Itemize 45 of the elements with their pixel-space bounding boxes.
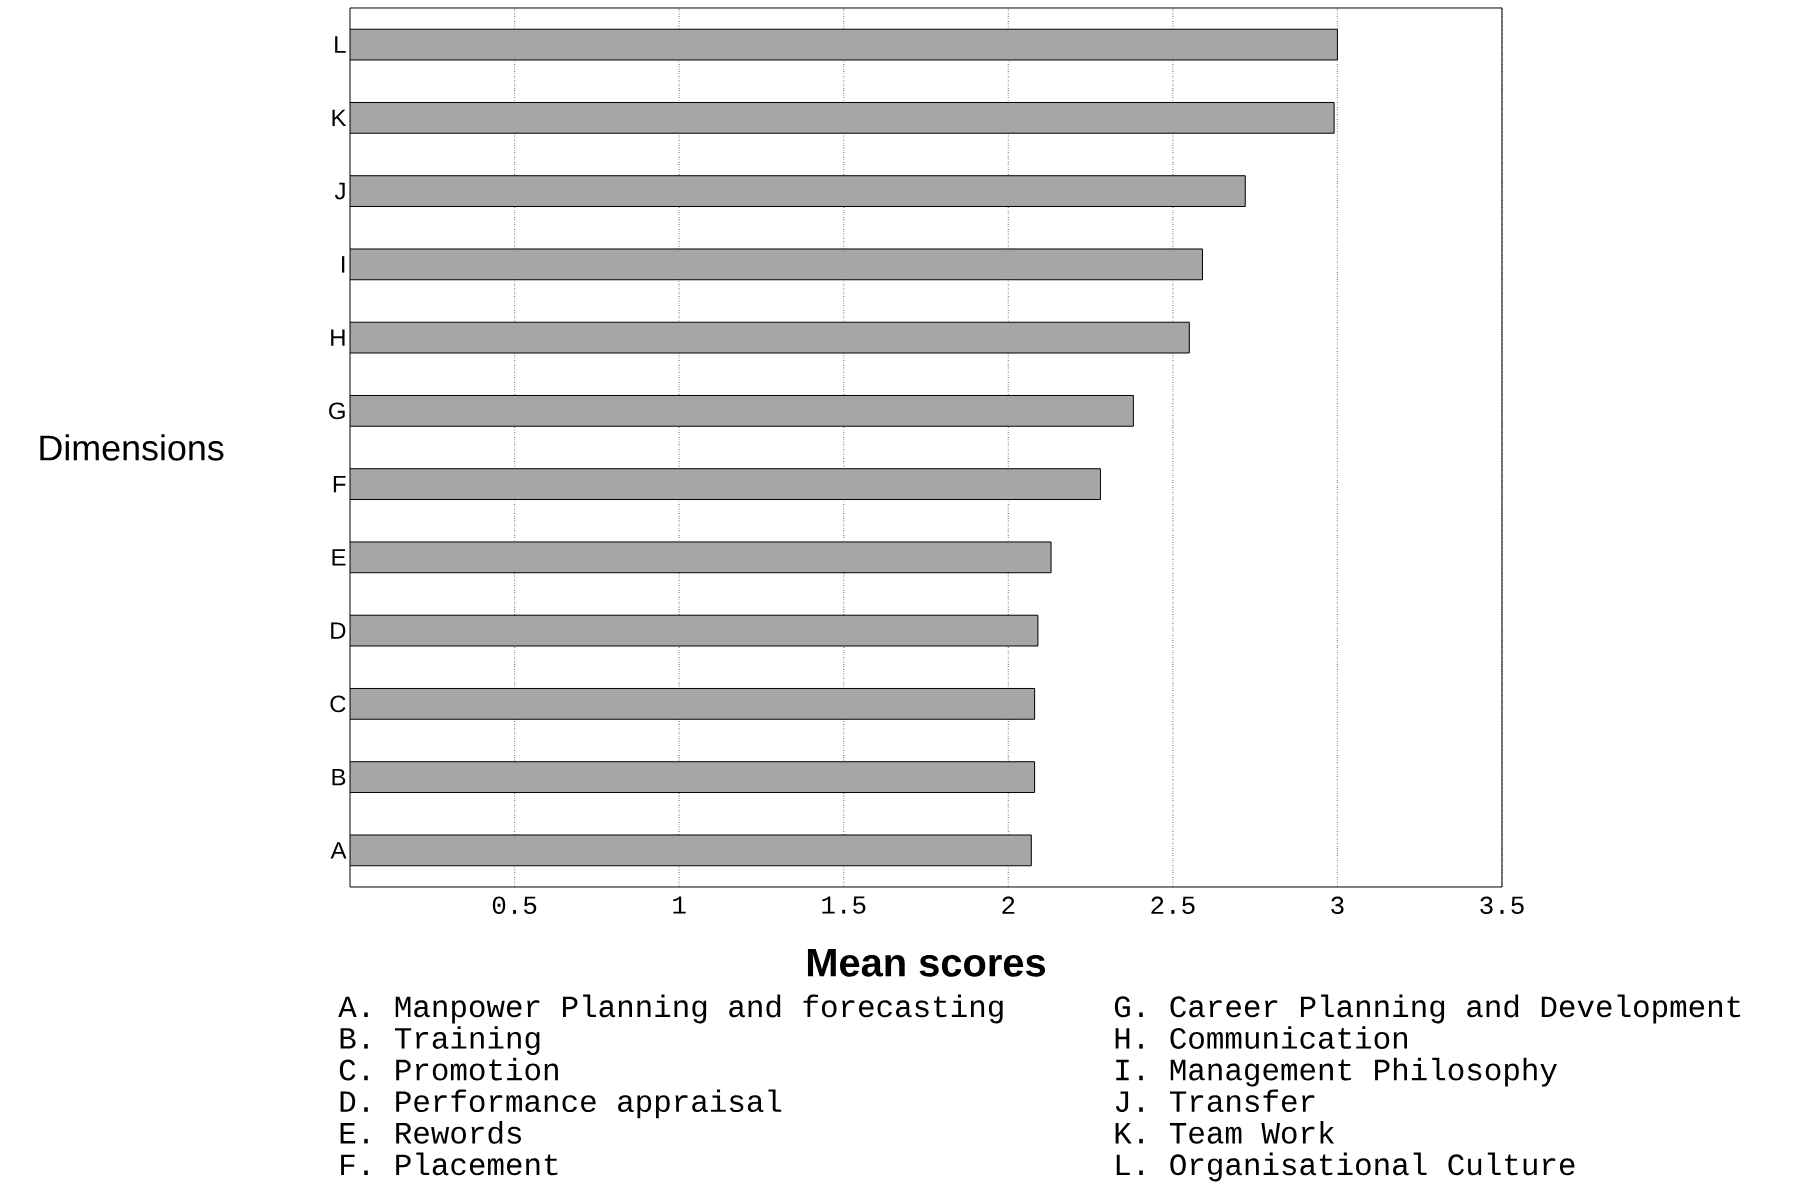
text: G. Career Planning and Development (1114, 994, 1741, 1024)
text: F. Placement (341, 1152, 558, 1176)
bar (350, 175, 1246, 207)
y-tick-label: E (332, 549, 346, 566)
y-tick-label: G (329, 402, 345, 420)
x-tick-label: 0.5 (492, 896, 537, 915)
text: L. Organisational Culture (1116, 1152, 1575, 1182)
bar (350, 761, 1036, 793)
text: B. Training (340, 1026, 540, 1055)
x-axis-title: Mean scores (807, 948, 1046, 977)
text: C. Promotion (339, 1057, 558, 1081)
x-tick-label: 1 (673, 896, 686, 914)
y-tick-label: C (330, 695, 346, 713)
text: I. Management Philosophy (1116, 1057, 1557, 1087)
y-tick-label: B (332, 768, 346, 786)
x-tick-label: 1.5 (822, 896, 866, 914)
text: J. Transfer (1115, 1089, 1315, 1113)
bar (350, 101, 1335, 134)
bar (350, 687, 1036, 720)
bar (350, 834, 1032, 867)
bar (350, 541, 1052, 574)
y-tick-label: I (342, 256, 345, 273)
y-tick-label: F (333, 475, 346, 493)
x-tick-label: 3.5 (1480, 896, 1524, 915)
y-tick-label: A (330, 842, 347, 859)
x-tick-label: 3 (1331, 896, 1344, 915)
text: A. Manpower Planning and forecasting (338, 994, 1003, 1024)
x-tick-label: 2.5 (1151, 896, 1195, 915)
bar (350, 614, 1039, 647)
bar (350, 28, 1338, 61)
x-tick-label: 2 (1002, 896, 1015, 914)
text: H. Communication (1115, 1026, 1407, 1049)
text: E. Rewords (340, 1121, 521, 1144)
y-tick-label: J (334, 182, 345, 200)
bar (350, 468, 1101, 500)
y-tick-label: H (331, 329, 345, 346)
y-tick-label: L (335, 36, 346, 53)
text: K. Team Work (1115, 1121, 1335, 1144)
text: D. Performance appraisal (340, 1089, 782, 1119)
bar (350, 321, 1190, 354)
y-tick-label: D (331, 622, 346, 639)
y-tick-label: K (332, 109, 347, 127)
bar (350, 394, 1134, 427)
bar (350, 248, 1203, 281)
y-axis-title: Dimensions (40, 434, 224, 461)
